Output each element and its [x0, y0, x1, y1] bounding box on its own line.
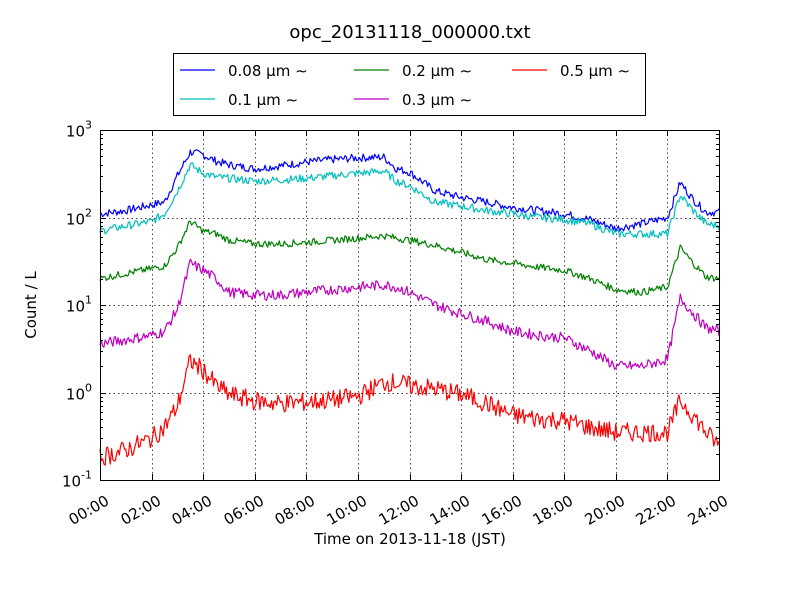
series-line-4: [99, 354, 720, 466]
legend-label: 0.2 µm ∼: [402, 62, 472, 80]
y-tick-label: 100: [66, 382, 92, 404]
y-tick-exponent: -1: [81, 469, 92, 482]
y-tick-exponent: 2: [85, 207, 92, 220]
y-tick-label: 103: [66, 119, 92, 141]
legend-label: 0.08 µm ∼: [228, 62, 308, 80]
y-tick-base: 10: [66, 298, 85, 316]
y-tick-base: 10: [66, 386, 85, 404]
series-line-1: [99, 162, 720, 239]
y-tick-base: 10: [66, 211, 85, 229]
y-tick-label: 102: [66, 207, 92, 229]
legend-label: 0.5 µm ∼: [560, 62, 630, 80]
legend-label: 0.3 µm ∼: [402, 91, 472, 109]
y-tick-label: 10-1: [62, 469, 92, 491]
y-axis-label: Count / L: [22, 271, 40, 339]
y-tick-exponent: 3: [85, 119, 92, 132]
series-line-2: [99, 220, 720, 296]
legend: 0.08 µm ∼ 0.1 µm ∼ 0.2 µm ∼ 0.3 µm ∼ 0.5 µm …: [173, 53, 646, 116]
y-tick-base: 10: [66, 123, 85, 141]
series-group: [99, 149, 720, 466]
ticks: [100, 130, 720, 481]
y-tick-exponent: 0: [85, 382, 92, 395]
y-tick-exponent: 1: [85, 294, 92, 307]
y-tick-label: 101: [66, 294, 92, 316]
legend-label: 0.1 µm ∼: [228, 91, 298, 109]
x-axis-label: Time on 2013-11-18 (JST): [313, 530, 506, 548]
y-tick-base: 10: [62, 473, 81, 491]
legend-box: [173, 53, 646, 116]
chart-title: opc_20131118_000000.txt: [289, 22, 530, 43]
series-line-3: [99, 258, 720, 370]
